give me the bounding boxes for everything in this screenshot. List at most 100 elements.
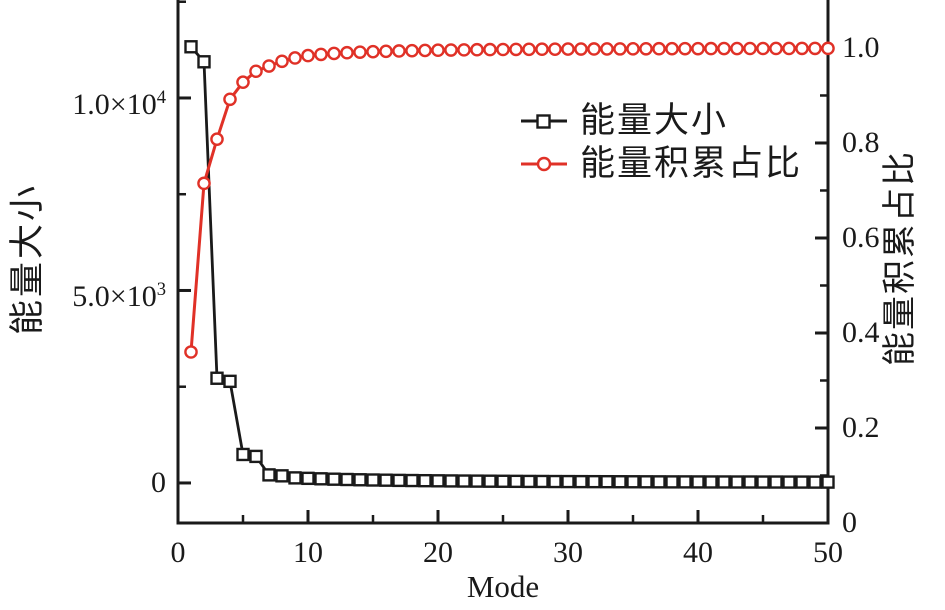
cumulative-marker [769,41,783,56]
cumulative-marker [600,42,614,56]
energy-marker [249,449,263,464]
energy-marker [665,475,679,489]
energy-marker [639,475,653,489]
energy-marker [379,473,393,487]
cumulative-marker [821,41,835,56]
energy-marker [704,475,718,489]
x-axis-title: Mode [466,569,540,604]
cumulative-marker [678,41,692,56]
cumulative-marker [561,42,575,56]
cumulative-marker [808,41,822,56]
cumulative-marker [236,75,250,89]
energy-marker [366,473,380,487]
cumulative-marker [379,44,393,59]
legend-label-energy: 能量大小 [580,101,729,140]
energy-marker [769,475,783,489]
legend-item-cumulative: 能量积累占比 [519,144,802,184]
legend-item-energy: 能量大小 [519,101,802,141]
cumulative-marker [249,64,263,79]
energy-marker [275,469,289,483]
energy-marker [483,474,497,488]
cumulative-marker [626,42,640,56]
energy-marker [327,472,341,486]
cumulative-marker [639,41,653,56]
energy-marker [782,475,796,489]
cumulative-marker [444,43,458,57]
energy-marker [444,474,458,488]
legend: 能量大小 能量积累占比 [519,101,802,187]
cumulative-marker [704,41,718,56]
energy-marker [587,474,601,489]
energy-marker [431,474,445,488]
energy-marker [470,474,484,488]
cumulative-marker [184,345,198,359]
cumulative-marker [197,176,211,191]
energy-marker [262,468,276,482]
cumulative-marker [782,41,796,56]
energy-marker [808,475,822,489]
energy-marker [392,473,406,488]
cumulative-marker [457,43,471,57]
cumulative-marker [275,54,289,69]
energy-marker [405,473,419,488]
energy-marker [418,473,432,488]
left-axis-title: 能量大小 [8,183,47,336]
cumulative-marker [392,44,406,58]
energy-marker [509,474,523,489]
energy-marker [574,474,588,489]
cumulative-marker [223,92,237,107]
energy-marker [301,471,315,486]
cumulative-marker [366,44,380,59]
cumulative-marker [496,42,510,57]
cumulative-marker [522,42,536,57]
cumulative-marker [353,45,367,59]
cumulative-marker [509,42,523,57]
energy-marker [340,472,354,487]
energy-marker [613,475,627,489]
legend-label-cumulative: 能量积累占比 [580,144,803,183]
energy-marker [691,475,705,489]
energy-marker [210,371,224,385]
cumulative-marker [717,41,731,56]
legend-circle-marker-icon [521,156,567,172]
energy-marker [717,475,731,489]
energy-marker [223,374,237,389]
cumulative-marker [301,48,315,63]
cumulative-marker [691,41,705,56]
right-axis-title: 能量积累占比 [882,150,919,366]
energy-marker [821,475,835,489]
energy-marker [314,472,328,486]
cumulative-marker [418,43,432,58]
energy-marker [678,475,692,489]
cumulative-marker [470,42,484,57]
cumulative-marker [730,41,744,56]
cumulative-marker [587,42,601,56]
energy-marker [288,471,302,485]
energy-marker [652,475,666,489]
energy-marker [457,474,471,488]
cumulative-marker [652,41,666,56]
cumulative-marker [327,46,341,61]
energy-marker [626,475,640,489]
cumulative-marker [431,43,445,58]
legend-square-marker-icon [521,114,567,129]
energy-marker [756,475,770,489]
energy-marker [535,474,549,489]
energy-marker [600,474,614,489]
energy-marker [548,474,562,489]
energy-marker [522,474,536,489]
energy-marker [730,475,744,489]
cumulative-marker [483,42,497,57]
cumulative-marker [665,41,679,56]
energy-marker [743,475,757,489]
cumulative-series-line [189,46,829,353]
cumulative-marker [743,41,757,56]
cumulative-marker [210,132,224,146]
energy-marker [795,475,809,489]
cumulative-marker [405,43,419,58]
cumulative-marker [340,45,354,60]
cumulative-marker [262,59,276,73]
energy-marker [353,473,367,487]
